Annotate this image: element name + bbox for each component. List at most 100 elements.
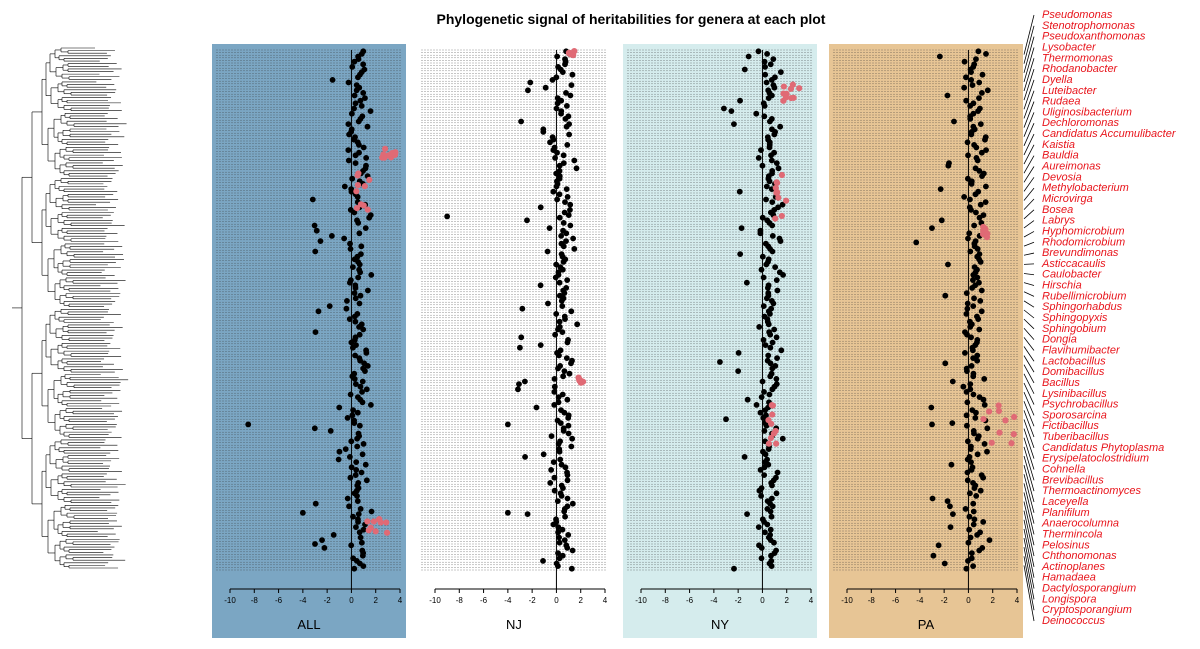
genus-label: Bosea xyxy=(1042,204,1073,216)
data-point xyxy=(735,350,742,356)
data-point xyxy=(553,311,560,317)
data-point xyxy=(326,303,333,309)
signal-point xyxy=(372,528,379,535)
data-point xyxy=(553,183,560,190)
genus-leader-line xyxy=(1023,25,1035,64)
x-tick-label: -2 xyxy=(529,596,537,605)
x-tick-label: 4 xyxy=(1015,596,1020,605)
data-point xyxy=(757,230,764,237)
data-point xyxy=(762,451,769,458)
data-point xyxy=(348,188,355,195)
data-point xyxy=(766,391,773,398)
signal-point xyxy=(780,83,787,90)
data-point xyxy=(762,407,769,413)
data-point xyxy=(757,467,764,473)
data-point xyxy=(963,74,969,81)
genus-label: Aureimonas xyxy=(1041,161,1101,173)
data-point xyxy=(770,56,777,62)
data-point xyxy=(969,347,976,354)
data-point xyxy=(547,480,554,486)
data-point xyxy=(352,295,359,302)
data-point xyxy=(971,295,977,302)
genus-label: Kaistia xyxy=(1042,139,1075,151)
genus-leader-line xyxy=(1023,36,1035,73)
data-point xyxy=(961,58,968,65)
x-tick-label: 4 xyxy=(398,596,403,605)
data-point xyxy=(554,53,561,60)
data-point xyxy=(519,305,526,312)
signal-point xyxy=(780,90,787,97)
data-point xyxy=(354,435,361,442)
data-point xyxy=(761,428,768,434)
data-point xyxy=(980,519,987,525)
data-point xyxy=(359,378,366,385)
data-point xyxy=(561,290,568,296)
data-point xyxy=(763,183,770,190)
signal-point xyxy=(778,171,786,179)
data-point xyxy=(518,118,524,125)
data-point xyxy=(559,526,566,533)
data-point xyxy=(348,339,355,346)
data-point xyxy=(352,381,359,387)
data-point xyxy=(975,108,981,114)
genus-label: Hamadaea xyxy=(1042,572,1096,584)
data-point xyxy=(768,157,775,164)
genus-leader-line xyxy=(1023,47,1035,83)
signal-point xyxy=(788,94,795,102)
x-tick-label: 2 xyxy=(578,596,583,605)
x-tick-label: -6 xyxy=(480,596,488,605)
data-point xyxy=(761,472,768,478)
data-point xyxy=(774,469,781,476)
data-point xyxy=(973,56,979,62)
data-point xyxy=(969,285,976,291)
genus-leader-line xyxy=(1023,428,1035,459)
data-point xyxy=(351,420,358,426)
x-tick-label: 0 xyxy=(554,596,559,605)
data-point xyxy=(764,51,770,57)
data-point xyxy=(765,321,772,328)
data-point xyxy=(336,404,343,411)
data-point xyxy=(737,251,744,257)
data-point xyxy=(973,144,980,151)
data-point xyxy=(311,425,318,432)
signal-point xyxy=(773,189,780,196)
data-point xyxy=(774,287,781,294)
x-tick-label: 0 xyxy=(349,596,354,605)
data-point xyxy=(555,441,562,447)
signal-point xyxy=(789,81,796,88)
genus-label: Rubellimicrobium xyxy=(1042,290,1126,302)
data-point xyxy=(763,79,770,86)
data-point xyxy=(556,318,563,325)
data-point xyxy=(554,498,561,504)
data-point xyxy=(363,155,370,161)
data-point xyxy=(769,233,776,239)
data-point xyxy=(521,378,528,385)
data-point xyxy=(570,235,577,242)
panel-label: ALL xyxy=(297,617,320,632)
data-point xyxy=(977,487,984,494)
data-point xyxy=(972,191,979,198)
data-point xyxy=(351,58,358,65)
data-point xyxy=(976,168,983,174)
signal-point xyxy=(360,202,367,209)
data-point xyxy=(977,121,984,127)
data-point xyxy=(355,74,361,81)
data-point xyxy=(968,334,974,341)
data-point xyxy=(720,105,727,112)
data-point xyxy=(778,347,785,354)
genus-label: Pseudomonas xyxy=(1042,9,1113,21)
data-point xyxy=(312,329,319,335)
data-point xyxy=(974,451,981,458)
data-point xyxy=(980,474,987,481)
outlier-point xyxy=(504,421,511,428)
data-point xyxy=(354,443,361,450)
genus-label: Candidatus Accumulibacter xyxy=(1042,128,1177,140)
data-point xyxy=(367,402,374,408)
data-point xyxy=(569,71,576,78)
genus-leader-line xyxy=(1023,437,1035,470)
data-point xyxy=(351,565,358,572)
signal-point xyxy=(353,188,360,195)
genus-leader-line xyxy=(1023,492,1035,535)
data-point xyxy=(767,373,774,380)
data-point xyxy=(562,116,569,122)
